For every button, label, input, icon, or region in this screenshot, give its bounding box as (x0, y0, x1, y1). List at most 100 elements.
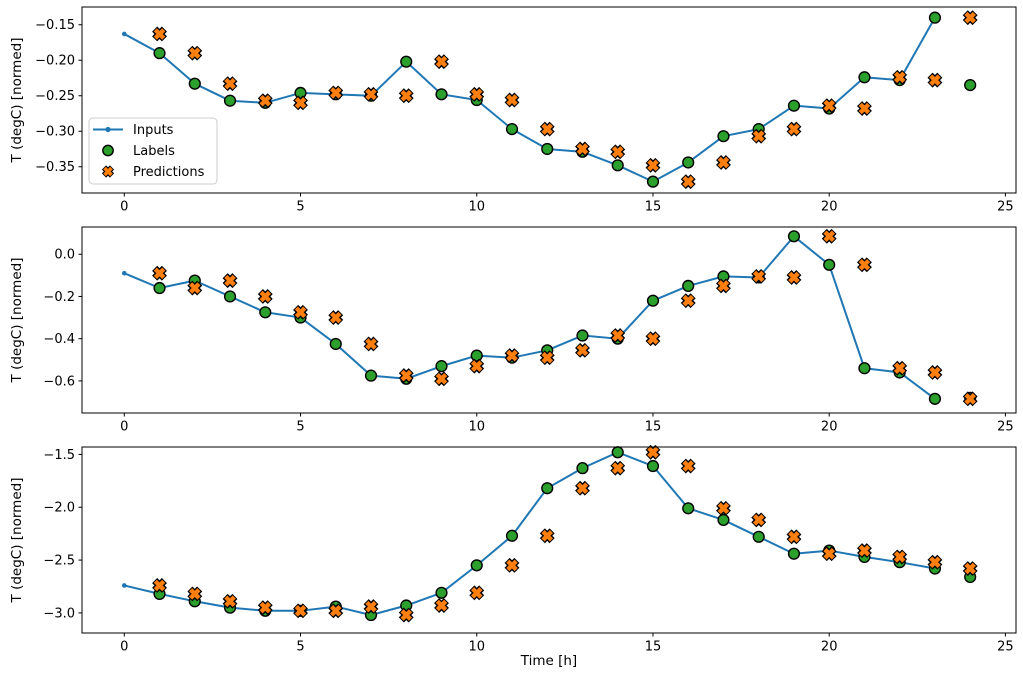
label-marker (153, 281, 166, 295)
label-marker (259, 306, 272, 319)
prediction-marker (858, 259, 871, 271)
inputs-line (123, 235, 936, 400)
prediction-marker (153, 579, 166, 592)
prediction-marker (647, 446, 659, 459)
prediction-marker (647, 332, 659, 345)
prediction-marker (964, 11, 976, 24)
legend-label: Predictions (133, 165, 205, 180)
y-tick-label: −0.4 (43, 332, 75, 347)
prediction-marker (964, 393, 976, 405)
x-tick-label: 20 (821, 200, 838, 215)
label-marker (470, 559, 483, 572)
prediction-marker (435, 55, 448, 68)
label-marker (964, 78, 977, 92)
prediction-marker (224, 595, 236, 608)
y-tick-label: 0.0 (54, 248, 75, 263)
label-marker (435, 360, 448, 373)
prediction-marker (330, 311, 342, 324)
axes-frame (81, 226, 1017, 414)
axes-frame (81, 446, 1017, 634)
y-axis-label: T (degC) [normed] (9, 258, 25, 384)
prediction-marker (682, 460, 694, 472)
prediction-marker (823, 99, 835, 112)
label-marker (611, 446, 624, 459)
subplot-3: 0 5 10 15 20 25 −1.5 −2.0 −2.5 −3.0 T (degC) [norm… (9, 444, 1017, 669)
legend-label: Inputs (133, 123, 174, 138)
prediction-marker (330, 87, 342, 99)
legend-circle-marker (102, 144, 114, 157)
input-dot-marker (121, 583, 127, 588)
prediction-marker (788, 271, 800, 284)
prediction-marker (611, 329, 624, 342)
subplot-1: 0 5 10 15 20 25 −0.15 −0.20 −0.25 −0.30 −0.35 T (de… (9, 6, 1017, 215)
prediction-marker (506, 349, 518, 362)
prediction-marker (647, 159, 659, 172)
prediction-marker (294, 605, 307, 617)
x-tick-label: 25 (997, 200, 1014, 215)
prediction-marker (365, 600, 377, 613)
prediction-marker (752, 130, 765, 142)
label-marker (470, 349, 483, 362)
prediction-marker (330, 605, 342, 617)
label-marker (541, 142, 554, 156)
label-marker (928, 11, 942, 24)
x-tick-label: 5 (296, 420, 304, 435)
label-marker (576, 462, 589, 475)
label-marker (505, 529, 519, 542)
y-tick-label: −2.5 (43, 554, 75, 569)
prediction-marker (964, 562, 976, 575)
x-tick-label: 20 (821, 640, 838, 655)
x-tick-label: 0 (120, 420, 128, 435)
prediction-marker (365, 88, 377, 101)
prediction-marker (823, 230, 835, 243)
label-marker (928, 392, 942, 405)
x-tick-label: 25 (997, 640, 1014, 655)
label-marker (505, 123, 519, 136)
label-marker (646, 459, 660, 473)
input-dot-marker (121, 31, 127, 37)
prediction-marker (893, 551, 906, 563)
label-marker (223, 94, 237, 107)
x-tick-label: 0 (120, 640, 128, 655)
label-marker (223, 290, 237, 303)
y-tick-label: −2.0 (43, 501, 75, 516)
prediction-marker (717, 156, 730, 169)
axes-frame (81, 6, 1017, 194)
prediction-marker (224, 77, 236, 90)
prediction-marker (576, 344, 589, 357)
prediction-marker (541, 530, 553, 542)
prediction-marker (400, 89, 413, 102)
y-tick-label: −0.20 (35, 54, 75, 69)
label-marker (682, 156, 695, 169)
x-tick-label: 10 (468, 200, 485, 215)
label-marker (435, 88, 448, 101)
label-marker (646, 175, 660, 188)
prediction-marker (153, 267, 166, 279)
prediction-marker (470, 88, 483, 101)
label-marker (682, 502, 695, 515)
label-marker (682, 279, 695, 293)
legend-x-marker (103, 166, 113, 177)
prediction-marker (506, 94, 518, 106)
x-tick-label: 10 (468, 640, 485, 655)
prediction-marker (400, 369, 413, 382)
label-marker (858, 71, 871, 84)
y-axis-label: T (degC) [normed] (9, 38, 25, 164)
legend-box (88, 117, 218, 185)
prediction-marker (752, 514, 765, 526)
legend-label: Labels (133, 144, 175, 159)
prediction-marker (717, 280, 730, 292)
prediction-marker (611, 146, 624, 158)
x-tick-label: 15 (645, 640, 662, 655)
x-tick-label: 5 (296, 640, 304, 655)
x-tick-label: 0 (120, 200, 128, 215)
y-tick-label: −1.5 (43, 448, 75, 463)
input-dot-marker (121, 270, 127, 276)
prediction-marker (259, 94, 272, 107)
prediction-marker (153, 28, 166, 40)
prediction-marker (189, 47, 201, 59)
prediction-marker (752, 270, 765, 283)
x-tick-label: 25 (997, 420, 1014, 435)
label-marker (787, 99, 801, 112)
